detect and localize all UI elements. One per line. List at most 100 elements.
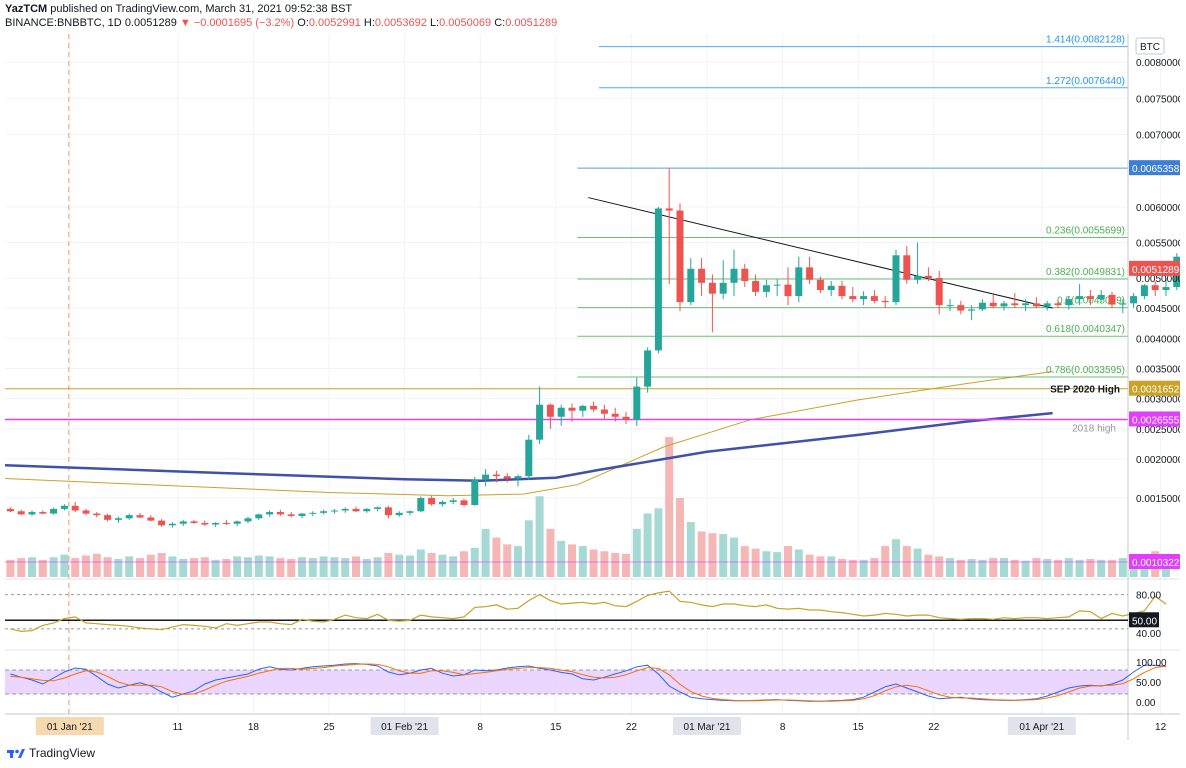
rsi-tick-label: 80.00 (1136, 591, 1161, 602)
volume-bar (1054, 559, 1062, 577)
candle-body (784, 284, 792, 297)
candle-body (827, 285, 835, 291)
volume-bar (362, 558, 371, 577)
volume-bar (222, 558, 231, 577)
volume-bar (352, 556, 360, 577)
volume-bar (233, 556, 242, 577)
stoch-band-fill (5, 670, 1128, 694)
volume-bar (308, 558, 317, 577)
candle-body (417, 498, 425, 512)
publish-info: published on TradingView.com, March 31, … (50, 3, 353, 15)
price-tick-label: 0.0015000 (1136, 494, 1180, 505)
candle-body (1108, 294, 1116, 305)
volume-bar (654, 508, 663, 577)
candle-body (644, 350, 652, 387)
current-price-tag: 0.0051289 (1132, 265, 1180, 276)
author-name[interactable]: YazTCM (5, 3, 48, 15)
candle-body (579, 405, 587, 411)
candle-body (212, 522, 220, 525)
candle-body (989, 302, 997, 307)
volume-bar (395, 554, 404, 577)
volume-bar (794, 549, 803, 577)
candle-body (395, 512, 403, 516)
price-tick-label: 0.0025000 (1136, 425, 1180, 436)
volume-bar (946, 558, 954, 577)
volume-bar (211, 559, 220, 577)
price-tick-label: 0.0030000 (1136, 395, 1180, 406)
candle-body (687, 268, 695, 303)
fib-level-label: 0.382(0.0049831) (1046, 267, 1125, 278)
volume-bar (762, 551, 771, 577)
volume-bar (535, 496, 544, 577)
candle-body (1032, 303, 1040, 307)
candle-body (449, 500, 457, 502)
candle-body (1043, 303, 1051, 307)
volume-bar (773, 552, 782, 577)
volume-bar (935, 556, 944, 577)
candle-body (147, 517, 155, 521)
candle-body (1011, 303, 1019, 306)
high-label: H: (363, 17, 375, 29)
volume-bar (406, 555, 414, 577)
candle-body (590, 405, 598, 410)
volume-bar (697, 531, 706, 577)
current-price-tag-bg (1129, 260, 1180, 276)
volume-bar (708, 533, 717, 577)
price-chart[interactable]: 1.414(0.0082128) 1.272(0.0076440) 0.236(0.… (5, 34, 1180, 740)
candle-body (28, 512, 36, 515)
volume-bar (686, 522, 695, 577)
volume-bar (449, 556, 458, 577)
fib-level-label: 1.272(0.0076440) (1046, 76, 1125, 87)
time-label-badge (673, 717, 741, 735)
volume-bar (622, 553, 630, 577)
candle-body (1162, 287, 1170, 291)
volume-bar (1118, 558, 1127, 577)
time-tick-label: 25 (323, 722, 335, 733)
volume-bar (967, 558, 976, 577)
candle-body (924, 275, 932, 278)
candle-body (244, 518, 252, 522)
currency-badge (1135, 37, 1165, 55)
candle-body (654, 208, 662, 351)
fib-level-label: 0.618(0.0040347) (1046, 324, 1125, 335)
candle-body (1076, 296, 1084, 300)
volume-bar (611, 552, 620, 577)
time-tick-label: 15 (550, 722, 562, 733)
time-label-badge (35, 717, 104, 735)
candle-body (233, 521, 241, 524)
candle-body (968, 309, 976, 311)
candle-body (1130, 296, 1138, 304)
candle-body (914, 275, 922, 280)
rsi-current-tag: 50.00 (1132, 616, 1157, 627)
trendline (588, 197, 1053, 309)
candles (6, 168, 1180, 528)
volume-bar (103, 557, 112, 577)
candle-body (1086, 296, 1094, 300)
candle-body (374, 507, 382, 509)
candle-body (849, 296, 857, 300)
candle-body (255, 514, 263, 519)
fib-level-label: 0.786(0.0033595) (1046, 365, 1125, 376)
close-value: 0.0051289 (505, 17, 558, 29)
last-price: 0.0051289 (124, 17, 177, 29)
candle-body (892, 255, 900, 303)
sep-2020-high-tag-bg (1129, 380, 1180, 396)
volume-bar (892, 539, 900, 577)
tradingview-brand[interactable]: TradingView (29, 746, 96, 760)
candle-body (1140, 285, 1148, 297)
candle-body (201, 522, 209, 525)
volume-bar (1086, 558, 1095, 577)
volume-bar (751, 548, 760, 577)
price-axis: 0.0015000 0.0020000 0.0025000 0.0030000 0.00… (1136, 58, 1180, 505)
candle-body (503, 476, 511, 479)
volume-bar (460, 551, 468, 577)
time-tick-label: 8 (780, 722, 786, 733)
stoch-d-line (10, 663, 1167, 702)
volume-bar (524, 520, 533, 577)
candle-body (482, 474, 490, 480)
candle-body (665, 208, 673, 211)
high-value: 0.0053692 (374, 17, 427, 29)
volume-bar (913, 548, 922, 577)
volume-bar (60, 554, 69, 577)
volume-bar (265, 556, 274, 577)
